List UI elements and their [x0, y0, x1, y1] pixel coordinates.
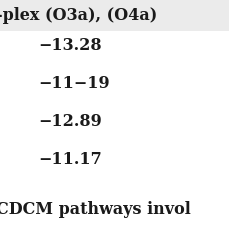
Bar	[0, 0, 229, 32]
Text: ‑plex (O3a), (O4a): ‑plex (O3a), (O4a)	[0, 8, 157, 25]
Text: −11−19: −11−19	[38, 74, 109, 91]
Text: CDCM pathways invol: CDCM pathways invol	[0, 201, 190, 218]
Text: −12.89: −12.89	[38, 112, 101, 129]
Text: −11.17: −11.17	[38, 150, 101, 167]
Text: −13.28: −13.28	[38, 36, 101, 53]
